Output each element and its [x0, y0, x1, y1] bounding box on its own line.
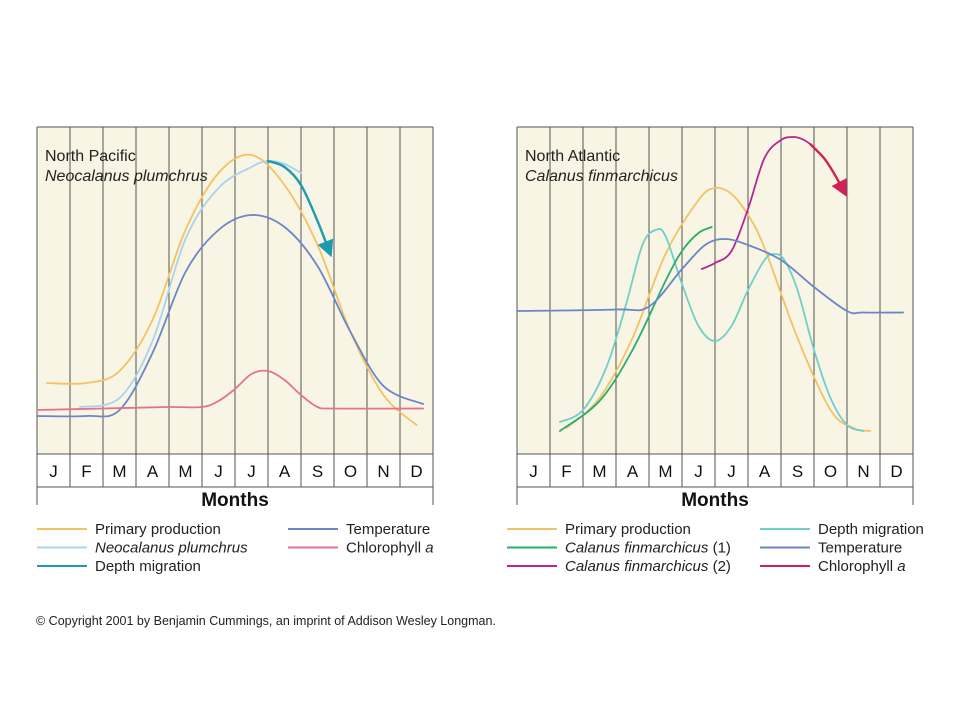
month-tick-label: J — [247, 462, 256, 481]
month-tick-label: J — [694, 462, 703, 481]
month-tick-label: J — [49, 462, 58, 481]
month-tick-label: S — [792, 462, 803, 481]
month-tick-label: M — [592, 462, 606, 481]
north-pacific-legend-item: Temperature — [288, 521, 430, 538]
north-atlantic-x-axis-label: Months — [681, 490, 749, 511]
north-atlantic-legend-item: Chlorophyll a — [760, 558, 906, 575]
north-atlantic-series-calanus-finmarchicus-2-arrow — [809, 143, 847, 197]
north-atlantic-series-depth-migration — [559, 227, 865, 432]
month-tick-label: J — [727, 462, 736, 481]
north-pacific-legend-label: Primary production — [95, 521, 221, 538]
north-pacific-legend-item: Neocalanus plumchrus — [37, 540, 248, 557]
north-atlantic-legend-label: Chlorophyll a — [818, 558, 906, 575]
legends: Primary production Temperature Neocalanus … — [37, 521, 924, 575]
month-tick-label: A — [627, 462, 639, 481]
month-tick-label: J — [214, 462, 223, 481]
north-pacific-legend-item: Chlorophyll a — [288, 540, 434, 557]
north-pacific-legend-item: Primary production — [37, 521, 221, 538]
month-tick-label: M — [178, 462, 192, 481]
north-atlantic-subtitle: Calanus finmarchicus — [525, 168, 678, 185]
north-pacific-series-chlorophyll-a — [36, 369, 424, 411]
north-pacific-legend-label: Neocalanus plumchrus — [95, 540, 248, 557]
month-tick-label: D — [890, 462, 902, 481]
north-pacific-legend-label: Depth migration — [95, 558, 201, 575]
month-tick-label: N — [377, 462, 389, 481]
copyright-notice: © Copyright 2001 by Benjamin Cummings, a… — [36, 614, 496, 628]
north-pacific-x-axis-label: Months — [201, 490, 269, 511]
month-tick-label: O — [824, 462, 837, 481]
north-atlantic-legend-label: Primary production — [565, 521, 691, 538]
north-pacific-series-depth-migration — [266, 159, 334, 258]
month-tick-label: N — [857, 462, 869, 481]
north-pacific-series-temperature — [36, 214, 424, 418]
month-tick-label: A — [147, 462, 159, 481]
month-tick-label: M — [112, 462, 126, 481]
north-atlantic-legend-item: Calanus finmarchicus (1) — [507, 540, 731, 557]
north-atlantic-series-temperature — [516, 238, 904, 315]
north-pacific-legend-label: Chlorophyll a — [346, 540, 434, 557]
month-tick-label: O — [344, 462, 357, 481]
north-pacific-title: North Pacific — [45, 148, 136, 165]
month-tick-label: J — [529, 462, 538, 481]
north-atlantic-legend-item: Temperature — [760, 540, 902, 557]
north-atlantic-legend-label: Calanus finmarchicus (2) — [565, 558, 731, 575]
month-tick-label: F — [81, 462, 91, 481]
north-atlantic-series-primary-production — [565, 186, 871, 432]
month-tick-label: F — [561, 462, 571, 481]
north-pacific-legend-item: Depth migration — [37, 558, 201, 575]
north-atlantic-legend-label: Calanus finmarchicus (1) — [565, 540, 731, 557]
north-atlantic-series-calanus-finmarchicus-1 — [559, 226, 713, 432]
north-atlantic-series-calanus-finmarchicus-2 — [700, 136, 812, 270]
north-pacific-subtitle: Neocalanus plumchrus — [45, 168, 208, 185]
north-pacific-legend-label: Temperature — [346, 521, 430, 538]
north-atlantic-legend-item: Depth migration — [760, 521, 924, 538]
month-tick-label: A — [759, 462, 771, 481]
north-atlantic-legend-item: Primary production — [507, 521, 691, 538]
north-atlantic-legend-item: Calanus finmarchicus (2) — [507, 558, 731, 575]
month-tick-label: A — [279, 462, 291, 481]
month-tick-label: D — [410, 462, 422, 481]
month-tick-label: M — [658, 462, 672, 481]
north-atlantic-legend-label: Temperature — [818, 540, 902, 557]
north-atlantic-legend-label: Depth migration — [818, 521, 924, 538]
north-atlantic-title: North Atlantic — [525, 148, 620, 165]
month-tick-label: S — [312, 462, 323, 481]
north-pacific-series-neocalanus-plumchrus — [79, 160, 302, 408]
